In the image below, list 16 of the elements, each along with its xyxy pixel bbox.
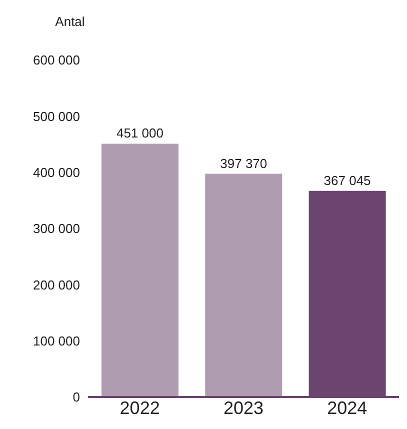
bar <box>205 174 282 397</box>
x-tick-label: 2023 <box>223 398 264 418</box>
data-label: 367 045 <box>324 172 371 188</box>
data-label: 397 370 <box>220 156 268 171</box>
data-label: 451 000 <box>116 126 164 141</box>
y-tick-label: 500 000 <box>33 108 80 124</box>
y-tick-label: 0 <box>72 390 80 405</box>
bar <box>101 144 178 397</box>
y-tick-label: 600 000 <box>33 52 80 68</box>
y-tick-label: 400 000 <box>33 164 80 180</box>
y-tick-label: 300 000 <box>33 221 80 236</box>
y-tick-label: 100 000 <box>33 333 80 348</box>
x-tick-label: 2024 <box>327 398 368 418</box>
x-tick-label: 2022 <box>120 398 160 418</box>
y-axis-title: Antal <box>55 14 85 29</box>
y-tick-label: 200 000 <box>33 277 80 292</box>
